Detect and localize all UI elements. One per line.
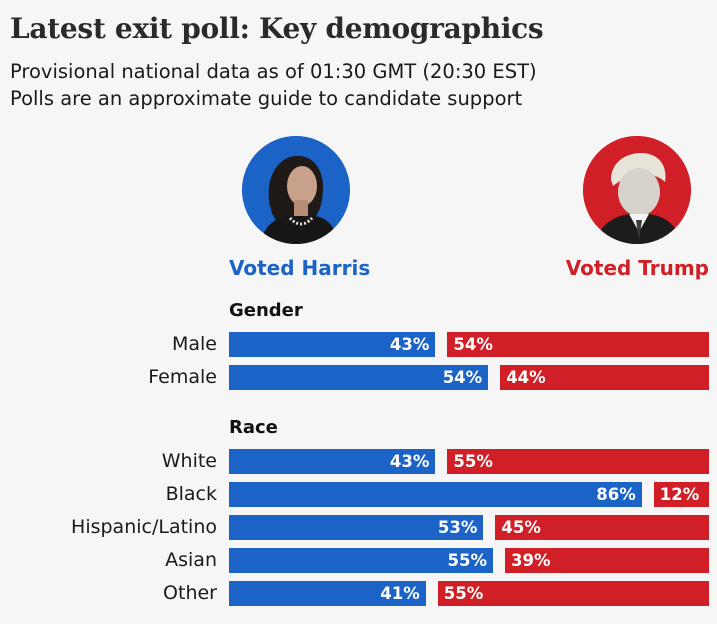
subtitle-line-1: Provisional national data as of 01:30 GM…	[10, 60, 537, 83]
row-label-female: Female	[148, 366, 217, 388]
row-label-other: Other	[163, 582, 217, 604]
row-label-white: White	[161, 450, 217, 472]
page-title: Latest exit poll: Key demographics	[10, 12, 544, 45]
subtitle-line-2: Polls are an approximate guide to candid…	[10, 87, 523, 110]
row-label-hispanic-latino: Hispanic/Latino	[71, 516, 217, 538]
harris-legend-label: Voted Harris	[229, 256, 371, 280]
harris-portrait-icon	[242, 136, 350, 244]
harris-bar-other: 41%	[229, 581, 426, 606]
section-heading-race: Race	[229, 417, 278, 438]
row-label-male: Male	[171, 333, 217, 355]
trump-legend-label: Voted Trump	[565, 256, 709, 280]
row-label-black: Black	[165, 483, 217, 505]
trump-bar-white: 55%	[447, 449, 709, 474]
harris-bar-white: 43%	[229, 449, 436, 474]
trump-bar-hispanic-latino: 45%	[495, 515, 709, 540]
trump-bar-black: 12%	[653, 482, 709, 507]
harris-bar-hispanic-latino: 53%	[229, 515, 484, 540]
harris-bar-female: 54%	[229, 365, 489, 390]
harris-bar-black: 86%	[229, 482, 642, 507]
harris-bar-male: 43%	[229, 332, 436, 357]
trump-bar-male: 54%	[447, 332, 709, 357]
trump-bar-asian: 39%	[505, 548, 709, 573]
trump-portrait-icon	[583, 136, 691, 244]
harris-bar-asian: 55%	[229, 548, 493, 573]
trump-bar-other: 55%	[437, 581, 709, 606]
trump-bar-female: 44%	[500, 365, 709, 390]
section-heading-gender: Gender	[229, 300, 303, 321]
row-label-asian: Asian	[165, 549, 217, 571]
